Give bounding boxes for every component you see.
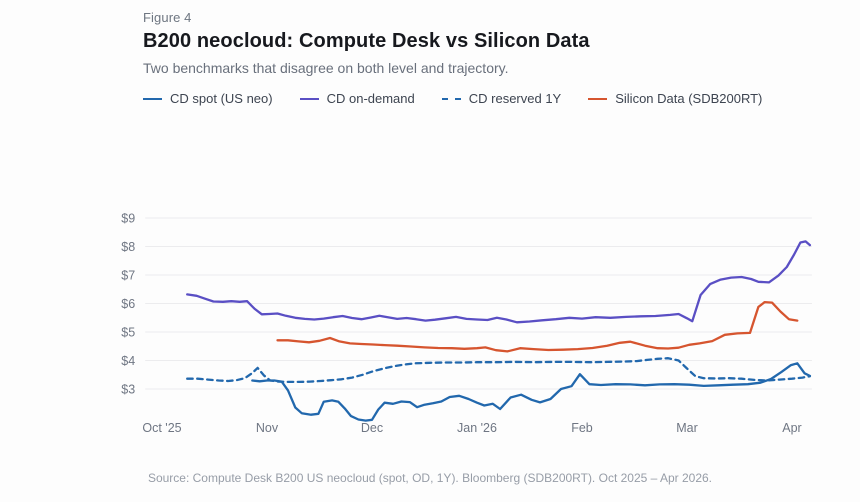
page-title: B200 neocloud: Compute Desk vs Silicon D… bbox=[143, 30, 590, 52]
y-axis-tick-label: $3 bbox=[121, 383, 135, 397]
figure-label: Figure 4 bbox=[143, 10, 192, 25]
y-axis-tick-label: $8 bbox=[121, 240, 135, 254]
y-axis-tick-label: $7 bbox=[121, 269, 135, 283]
price-line-chart: $3 $4 $5 $6 $7 $8 $9 Oct '25 Nov Dec Jan '26 Feb Mar… bbox=[121, 212, 812, 435]
legend-label: CD on-demand bbox=[326, 91, 415, 106]
legend-label: CD spot (US neo) bbox=[170, 91, 273, 106]
line-swatch-icon bbox=[588, 97, 608, 100]
legend-item-silicon-data: Silicon Data (SDB200RT) bbox=[588, 91, 762, 106]
x-axis-tick-label: Oct '25 bbox=[142, 421, 181, 435]
legend-label: Silicon Data (SDB200RT) bbox=[615, 91, 763, 106]
x-axis-tick-label: Apr bbox=[782, 421, 801, 435]
series-line-cd-on-demand bbox=[186, 240, 812, 324]
chart-header: Figure 4 B200 neocloud: Compute Desk vs … bbox=[143, 10, 763, 76]
legend-item-cd-spot: CD spot (US neo) bbox=[143, 91, 273, 106]
y-axis-tick-label: $9 bbox=[121, 212, 135, 226]
dashed-line-swatch-icon bbox=[441, 97, 461, 100]
legend-item-cd-reserved-1y: CD reserved 1Y bbox=[441, 91, 562, 106]
chart-legend: CD spot (US neo) CD on-demand CD reserve… bbox=[143, 91, 762, 106]
line-swatch-icon bbox=[299, 97, 319, 100]
chart-area: $3 $4 $5 $6 $7 $8 $9 Oct '25 Nov Dec Jan '26 Feb Mar… bbox=[110, 203, 820, 448]
legend-item-cd-on-demand: CD on-demand bbox=[299, 91, 415, 106]
source-note: Source: Compute Desk B200 US neocloud (s… bbox=[147, 471, 713, 485]
x-axis-tick-label: Feb bbox=[571, 421, 593, 435]
legend-label: CD reserved 1Y bbox=[468, 91, 562, 106]
series-line-cd-reserved-1y bbox=[186, 357, 812, 384]
line-swatch-icon bbox=[143, 97, 162, 100]
y-axis-tick-label: $4 bbox=[121, 354, 135, 368]
series-line-silicon-data-sdb200rt bbox=[276, 300, 799, 353]
x-axis-tick-label: Mar bbox=[676, 421, 698, 435]
y-axis-tick-label: $6 bbox=[121, 297, 135, 311]
x-axis-tick-label: Nov bbox=[256, 421, 279, 435]
series-line-cd-spot-us-neo bbox=[251, 362, 812, 422]
x-axis-tick-label: Dec bbox=[361, 421, 383, 435]
x-axis-tick-label: Jan '26 bbox=[457, 421, 497, 435]
y-axis-tick-label: $5 bbox=[121, 326, 135, 340]
chart-subtitle: Two benchmarks that disagree on both lev… bbox=[143, 60, 509, 76]
